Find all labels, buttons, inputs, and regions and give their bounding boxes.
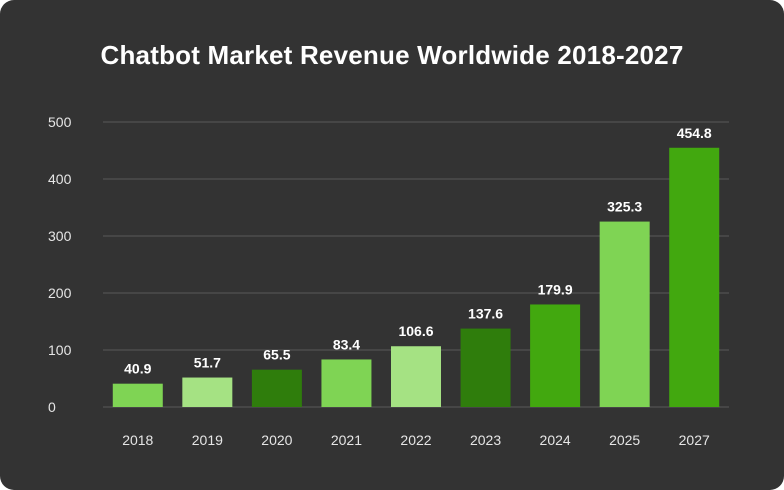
data-label-2018: 40.9 <box>124 361 151 377</box>
y-tick-label-400: 400 <box>48 171 72 187</box>
x-tick-label-2027: 2027 <box>679 432 710 448</box>
bar-2027 <box>669 147 720 408</box>
data-label-2020: 65.5 <box>263 347 290 363</box>
data-label-2019: 51.7 <box>194 355 221 371</box>
bar-2019 <box>182 377 233 407</box>
chart-title: Chatbot Market Revenue Worldwide 2018-20… <box>100 40 684 70</box>
x-tick-label-2019: 2019 <box>192 432 223 448</box>
x-tick-label-2025: 2025 <box>609 432 640 448</box>
bar-2023 <box>460 328 511 407</box>
y-tick-label-100: 100 <box>48 342 72 358</box>
x-tick-label-2020: 2020 <box>261 432 292 448</box>
y-tick-label-0: 0 <box>48 399 56 415</box>
data-label-2025: 325.3 <box>607 199 642 215</box>
bar-2024 <box>530 304 581 407</box>
data-label-2023: 137.6 <box>468 306 503 322</box>
x-tick-label-2022: 2022 <box>400 432 431 448</box>
data-label-2021: 83.4 <box>333 336 360 352</box>
bar-2020 <box>251 369 302 407</box>
y-tick-label-500: 500 <box>48 114 72 130</box>
bar-2021 <box>321 359 372 407</box>
data-label-2024: 179.9 <box>538 281 573 297</box>
x-tick-label-2021: 2021 <box>331 432 362 448</box>
y-tick-label-200: 200 <box>48 285 72 301</box>
x-tick-label-2023: 2023 <box>470 432 501 448</box>
data-label-2022: 106.6 <box>398 323 433 339</box>
x-tick-label-2024: 2024 <box>540 432 571 448</box>
bar-2025 <box>599 221 650 407</box>
bar-2022 <box>391 346 441 407</box>
y-tick-label-300: 300 <box>48 228 72 244</box>
bar-2018 <box>112 383 163 407</box>
x-tick-label-2018: 2018 <box>122 432 153 448</box>
data-label-2027: 454.8 <box>677 125 712 141</box>
